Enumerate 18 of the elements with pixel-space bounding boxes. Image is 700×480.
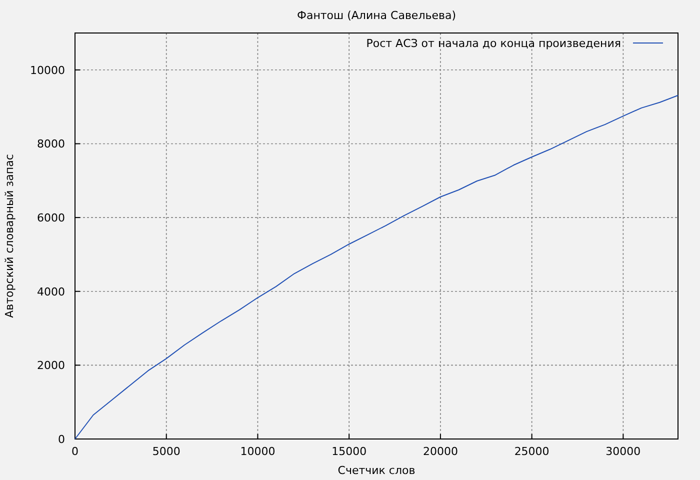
y-tick-label: 4000 (37, 285, 65, 298)
x-tick-label: 5000 (152, 445, 180, 458)
chart-title: Фантош (Алина Савельева) (297, 9, 456, 22)
x-tick-label: 20000 (422, 445, 458, 458)
x-tick-label: 30000 (606, 445, 641, 458)
x-axis-title: Счетчик слов (338, 464, 416, 477)
x-tick-label: 25000 (514, 445, 550, 458)
line-series (74, 94, 678, 440)
y-tick-label: 2000 (37, 359, 65, 372)
y-axis-title: Авторский словарный запас (3, 154, 16, 318)
legend-label: Рост АСЗ от начала до конца произведения (366, 37, 621, 50)
y-tick-label: 8000 (37, 138, 65, 151)
x-tick-label: 10000 (240, 445, 276, 458)
x-tick-label: 0 (72, 445, 78, 458)
y-tick-label: 0 (58, 433, 65, 446)
y-tick-label: 6000 (37, 212, 65, 225)
x-tick-label: 15000 (332, 445, 367, 458)
y-tick-label: 10000 (30, 64, 65, 77)
